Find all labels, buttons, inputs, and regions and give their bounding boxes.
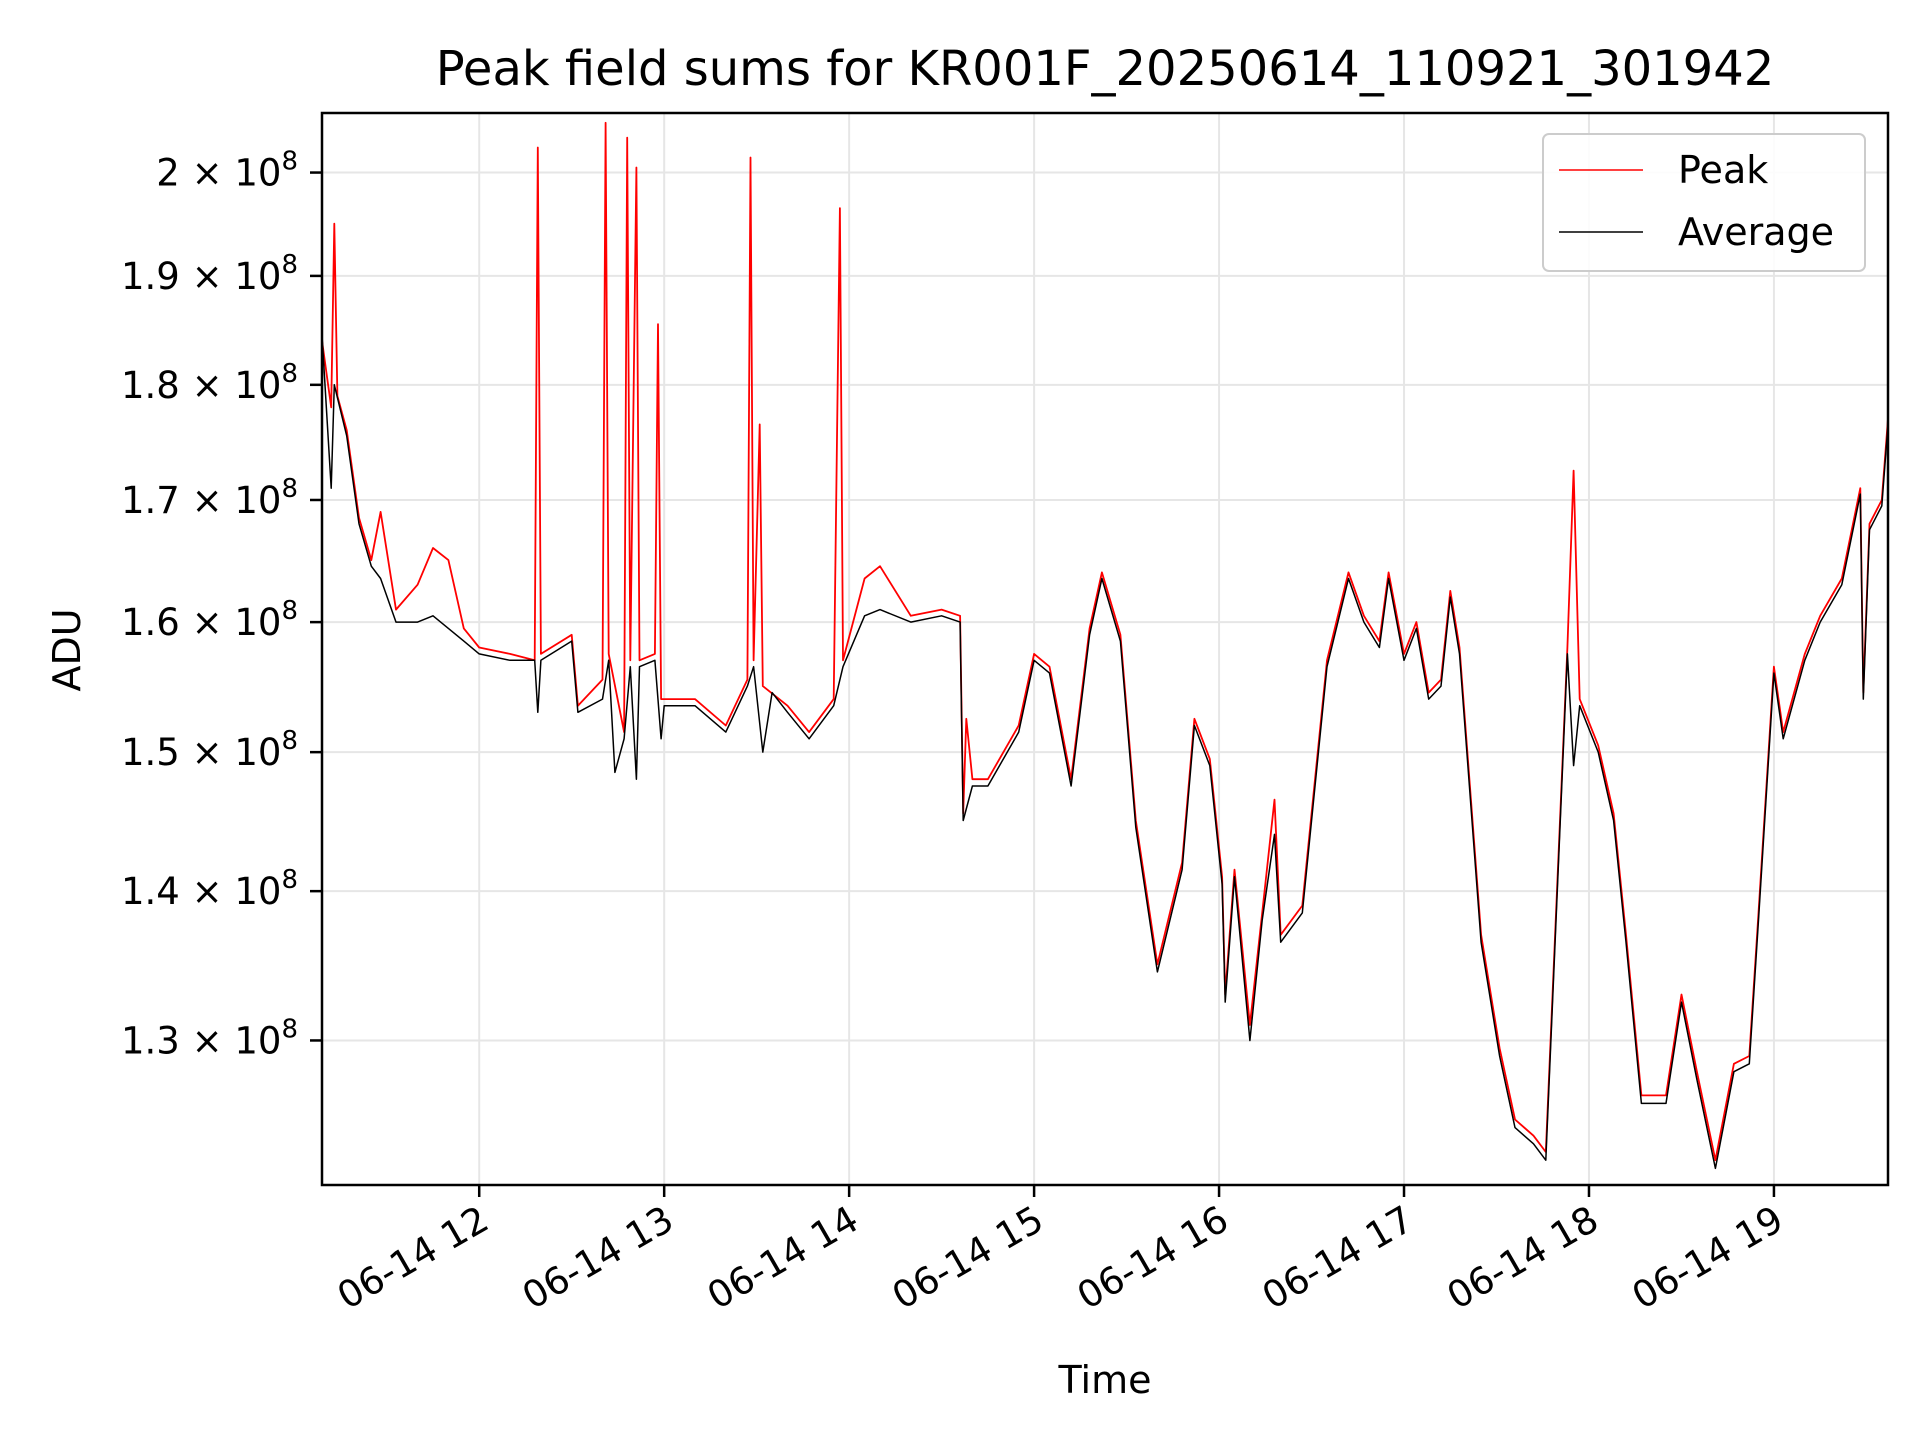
y-tick-label: 1.7 × 108	[121, 474, 298, 522]
y-tick-mantissa: 2 × 10	[156, 152, 281, 195]
y-tick-exponent: 8	[281, 1014, 298, 1044]
legend: Peak Average	[1542, 133, 1866, 272]
y-axis-label: ADU	[45, 608, 89, 691]
y-tick-exponent: 8	[281, 250, 298, 280]
series-line-average	[321, 335, 1889, 1170]
x-axis-label: Time	[1058, 1358, 1152, 1402]
plot-frame	[320, 111, 1890, 1187]
y-tick-mantissa: 1.9 × 10	[121, 255, 281, 298]
y-tick-label: 1.4 × 108	[121, 865, 298, 913]
legend-label-peak: Peak	[1678, 148, 1768, 192]
y-tick-mantissa: 1.4 × 10	[121, 870, 281, 913]
grid	[322, 113, 1888, 1185]
y-tick-mantissa: 1.3 × 10	[121, 1019, 281, 1062]
legend-label-average: Average	[1678, 210, 1834, 254]
y-tick-label: 1.9 × 108	[121, 250, 298, 298]
y-tick-label: 1.8 × 108	[121, 359, 298, 407]
y-tick-exponent: 8	[281, 726, 298, 756]
chart-title: Peak field sums for KR001F_20250614_1109…	[436, 41, 1775, 97]
y-tick-exponent: 8	[281, 596, 298, 626]
y-tick-mantissa: 1.7 × 10	[121, 479, 281, 522]
y-tick-label: 1.3 × 108	[121, 1014, 298, 1062]
y-tick-mantissa: 1.5 × 10	[121, 731, 281, 774]
y-tick-exponent: 8	[281, 865, 298, 895]
y-tick-mantissa: 1.6 × 10	[121, 601, 281, 644]
y-tick-label: 1.6 × 108	[121, 596, 298, 644]
series-layer	[321, 121, 1889, 1170]
y-tick-exponent: 8	[281, 359, 298, 389]
y-tick-label: 2 × 108	[156, 147, 298, 195]
y-tick-exponent: 8	[281, 147, 298, 177]
y-tick-exponent: 8	[281, 474, 298, 504]
y-tick-mantissa: 1.8 × 10	[121, 364, 281, 407]
y-tick-label: 1.5 × 108	[121, 726, 298, 774]
legend-box	[1542, 133, 1866, 272]
